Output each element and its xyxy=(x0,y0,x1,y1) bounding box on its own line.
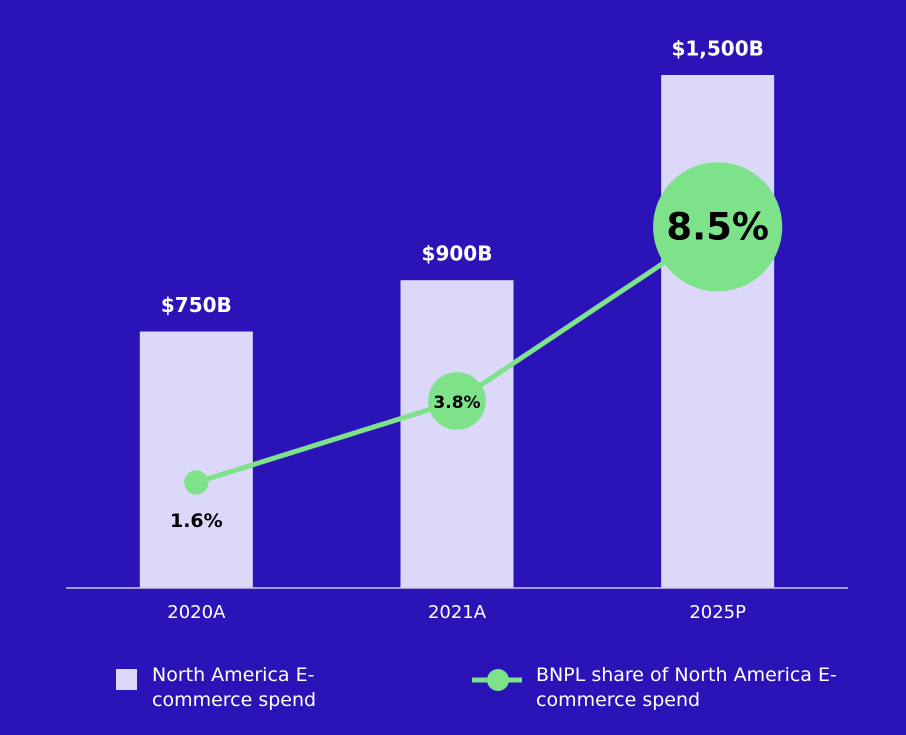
bar xyxy=(661,75,775,588)
bubble-label: 8.5% xyxy=(666,205,769,248)
bubble-label: 1.6% xyxy=(170,510,223,532)
bar-value-label: $1,500B xyxy=(671,37,763,61)
bubble xyxy=(184,470,209,495)
bar xyxy=(400,280,514,588)
legend-swatch-bar xyxy=(116,669,137,690)
x-tick-label: 2020A xyxy=(167,602,226,623)
bubble xyxy=(428,372,486,430)
bar-value-label: $750B xyxy=(161,293,232,317)
bubble-label: 3.8% xyxy=(433,393,480,413)
bar-value-label: $900B xyxy=(422,242,493,266)
legend-label: North America E-commerce spend xyxy=(152,664,317,711)
bar xyxy=(139,331,253,588)
x-tick-label: 2021A xyxy=(428,602,487,623)
x-tick-label: 2025P xyxy=(689,602,746,623)
bubble xyxy=(653,162,783,292)
legend-label: BNPL share of North America E-commerce s… xyxy=(536,664,837,711)
